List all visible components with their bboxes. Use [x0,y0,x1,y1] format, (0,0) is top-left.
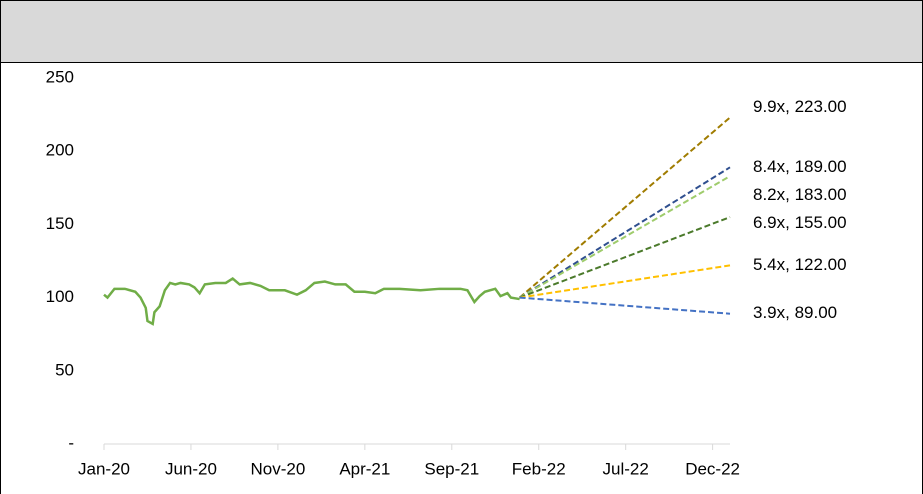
x-tick-label: Jun-20 [165,459,217,478]
projection-line [519,296,731,315]
value-label: 5.4x, 122.00 [753,255,847,274]
x-tick-label: Nov-20 [250,459,305,478]
x-tick-label: Feb-22 [512,459,566,478]
value-label: 8.2x, 183.00 [753,185,847,204]
y-tick-label: - [68,433,74,452]
y-tick-label: 50 [55,360,74,379]
y-tick-label: 150 [46,214,74,233]
y-tick-label: 200 [46,141,74,160]
projection-line [519,175,731,299]
y-tick-label: 100 [46,287,74,306]
value-label: 6.9x, 155.00 [753,213,847,232]
x-tick-label: Dec-22 [685,459,740,478]
projection-line [518,116,731,299]
value-label: 9.9x, 223.00 [753,97,847,116]
value-label: 3.9x, 89.00 [753,303,837,322]
x-tick-label: Jul-22 [603,459,649,478]
price-line [103,277,520,326]
x-tick-label: Apr-21 [339,459,390,478]
projection-line [519,166,731,299]
header-band [0,0,923,63]
x-tick-label: Jan-20 [78,459,130,478]
projection-line [519,216,731,299]
value-label: 8.4x, 189.00 [753,157,847,176]
x-tick-label: Sep-21 [424,459,479,478]
y-tick-label: 250 [46,67,74,86]
